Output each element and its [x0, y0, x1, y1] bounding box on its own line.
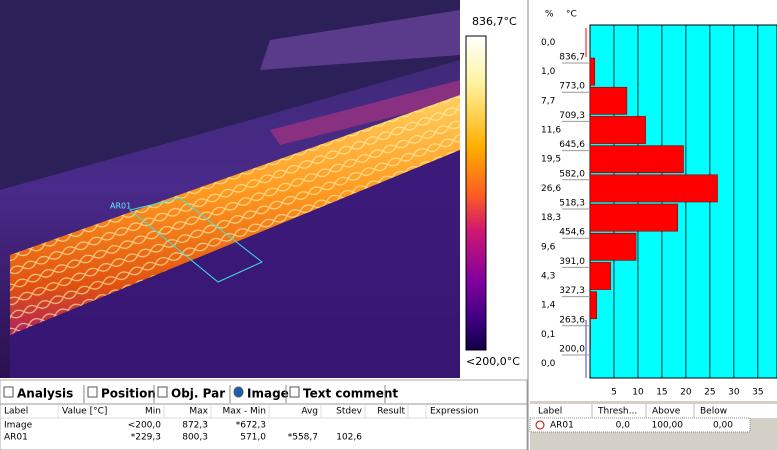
percent-label: 0,0: [541, 38, 556, 48]
tab[interactable]: Text comment: [303, 387, 398, 401]
column-header[interactable]: Thresh...: [597, 407, 637, 417]
table-cell: <200,0: [128, 421, 162, 431]
tab[interactable]: Position: [101, 387, 156, 401]
x-tick-label: 15: [656, 388, 667, 398]
table-cell: 100,00: [652, 421, 684, 431]
temp-label: 582,0: [559, 169, 585, 179]
column-header[interactable]: Expression: [430, 407, 479, 417]
tab-icon[interactable]: [158, 387, 167, 397]
tab-icon[interactable]: [4, 387, 13, 397]
column-header[interactable]: Label: [4, 407, 28, 417]
temp-label: 518,3: [559, 199, 585, 209]
table-cell: AR01: [550, 421, 574, 431]
column-header[interactable]: Below: [700, 407, 727, 417]
tab-icon[interactable]: [88, 387, 97, 397]
percent-label: 4,3: [541, 272, 555, 282]
percent-label: 19,5: [541, 155, 561, 165]
table-cell: 800,3: [182, 433, 208, 443]
row-icon[interactable]: [536, 421, 544, 429]
column-header[interactable]: Above: [652, 407, 681, 417]
column-header[interactable]: Label: [538, 407, 562, 417]
percent-label: 1,4: [541, 301, 556, 311]
temp-label: 391,0: [559, 257, 585, 267]
bar: [590, 233, 636, 260]
table-cell: 872,3: [182, 421, 208, 431]
x-tick-label: 5: [611, 388, 617, 398]
scale-max: 836,7°C: [472, 15, 517, 28]
x-tick-label: 25: [704, 388, 715, 398]
percent-label: 0,1: [541, 330, 555, 340]
column-header[interactable]: Max - Min: [222, 407, 266, 417]
temp-label: 454,6: [559, 228, 585, 238]
percent-label: 26,6: [541, 184, 561, 194]
percent-label: 7,7: [541, 96, 555, 106]
column-header[interactable]: Stdev: [336, 407, 362, 417]
column-header[interactable]: Max: [189, 407, 208, 417]
temp-label: 645,6: [559, 140, 585, 150]
bar: [590, 87, 627, 114]
table-cell: 571,0: [240, 433, 266, 443]
temp-label: 200,0: [559, 345, 585, 355]
column-header[interactable]: Value [°C]: [62, 407, 107, 417]
tab-icon[interactable]: [290, 387, 299, 397]
x-tick-label: 20: [680, 388, 692, 398]
x-tick-label: 10: [632, 388, 644, 398]
bar: [590, 58, 595, 85]
table-cell: *558,7: [288, 433, 318, 443]
percent-label: 11,6: [541, 126, 561, 136]
x-tick-label: 30: [728, 388, 740, 398]
column-header[interactable]: Avg: [301, 407, 318, 417]
table-cell: *229,3: [131, 433, 161, 443]
column-header: %: [545, 10, 554, 20]
bar: [590, 292, 597, 319]
tab[interactable]: Image: [247, 387, 289, 401]
bar: [590, 204, 678, 231]
scale-min: <200,0°C: [466, 355, 520, 368]
bar: [590, 146, 684, 173]
table-cell: 0,00: [713, 421, 733, 431]
table-cell: *672,3: [236, 421, 266, 431]
x-tick-label: 35: [752, 388, 763, 398]
column-header: °C: [566, 10, 577, 20]
table-cell: AR01: [4, 433, 28, 443]
bar: [590, 262, 611, 289]
tab[interactable]: Analysis: [17, 387, 73, 401]
temp-label: 327,3: [559, 286, 585, 296]
color-scale: [466, 36, 486, 350]
temp-label: 836,7: [559, 53, 585, 63]
percent-label: 18,3: [541, 213, 561, 223]
column-header[interactable]: Min: [145, 407, 161, 417]
table-cell: 0,0: [616, 421, 631, 431]
percent-label: 1,0: [541, 67, 556, 77]
column-header[interactable]: Result: [377, 407, 405, 417]
thermal-image: [0, 0, 460, 378]
roi-label[interactable]: AR01: [110, 202, 131, 211]
temp-label: 773,0: [559, 82, 585, 92]
temp-label: 709,3: [559, 111, 585, 121]
table-cell: 102,6: [336, 433, 362, 443]
temp-label: 263,6: [559, 315, 585, 325]
tab[interactable]: Obj. Par: [171, 387, 225, 401]
table-cell: Image: [4, 421, 33, 431]
bar: [590, 175, 718, 202]
tab-icon[interactable]: [234, 387, 243, 397]
bar: [590, 116, 646, 143]
percent-label: 0,0: [541, 359, 556, 369]
percent-label: 9,6: [541, 242, 556, 252]
screen: AR01 836,7°C <200,0°C AnalysisPositionOb…: [0, 0, 777, 450]
